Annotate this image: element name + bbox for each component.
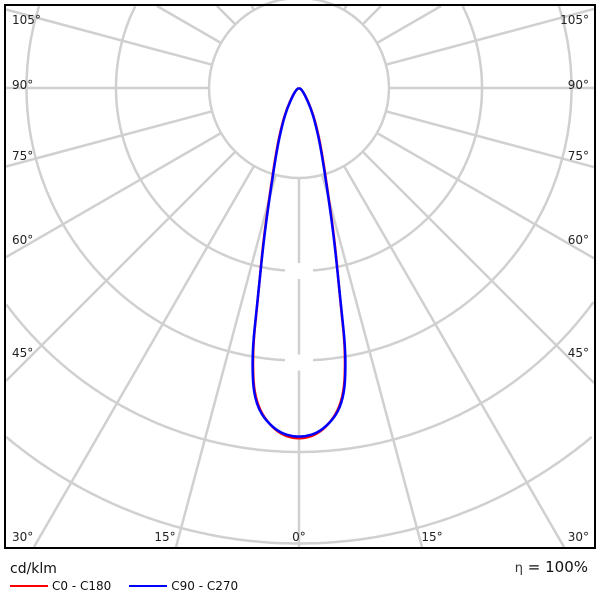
- plot-frame: [4, 4, 596, 549]
- eta-symbol: η: [514, 561, 523, 576]
- ring-gridline: [25, 5, 573, 362]
- legend-label: C90 - C270: [171, 579, 239, 593]
- legend-swatch: [10, 585, 48, 587]
- inner-ring: [207, 0, 391, 180]
- legend-item-c90-c270: C90 - C270: [129, 579, 238, 593]
- radial-gridline: [376, 131, 595, 260]
- angle-label-right: 45°: [568, 346, 589, 360]
- angle-label-left: 105°: [12, 13, 41, 27]
- unit-label: cd/klm: [10, 561, 57, 577]
- angle-label-right: 105°: [560, 13, 589, 27]
- ring-label-gap: [285, 354, 313, 371]
- ring-gridline: [114, 5, 484, 273]
- radial-gridline: [385, 110, 595, 169]
- ring-label-gap: [285, 263, 313, 279]
- polar-grid: [5, 0, 595, 548]
- radial-gridline: [385, 7, 595, 66]
- angle-label-right: 60°: [568, 233, 589, 247]
- angle-label-bottom: 15°: [421, 530, 442, 544]
- angle-label-left: 30°: [12, 530, 33, 544]
- radial-gridline: [321, 174, 424, 548]
- radial-gridline: [5, 110, 213, 168]
- curves: [251, 86, 347, 440]
- ring-gridline: [5, 435, 593, 545]
- efficiency-value: = 100%: [527, 558, 588, 576]
- legend-item-c0-c180: C0 - C180: [10, 579, 111, 593]
- angle-label-bottom: 0°: [292, 530, 306, 544]
- angle-label-right: 30°: [568, 530, 589, 544]
- radial-gridline: [5, 8, 213, 66]
- radial-gridline: [174, 174, 277, 548]
- radial-gridline: [376, 4, 442, 45]
- angle-label-left: 90°: [12, 78, 33, 92]
- radial-gridline: [361, 150, 595, 384]
- angle-label-bottom: 15°: [154, 530, 175, 544]
- angle-label-left: 45°: [12, 346, 33, 360]
- radial-gridline: [361, 5, 382, 26]
- angle-label-right: 75°: [568, 149, 589, 163]
- legend-swatch: [129, 585, 168, 587]
- angle-labels: 105° 90° 75° 60° 45° 30° 105° 90° 75° 60° 45° 30° 15…: [12, 13, 589, 544]
- radial-gridline: [5, 150, 237, 382]
- efficiency-label: η = 100%: [515, 559, 588, 577]
- legend-label: C0 - C180: [52, 579, 112, 593]
- legend: C0 - C180 C90 - C270: [10, 579, 238, 593]
- ring-gridline: [5, 301, 595, 454]
- radial-gridline: [5, 131, 222, 259]
- series-curve-1: [251, 86, 347, 438]
- angle-label-left: 60°: [12, 233, 33, 247]
- radial-gridline: [216, 5, 237, 26]
- radial-gridline: [156, 4, 222, 45]
- angle-label-right: 90°: [568, 78, 589, 92]
- angle-label-left: 75°: [12, 149, 33, 163]
